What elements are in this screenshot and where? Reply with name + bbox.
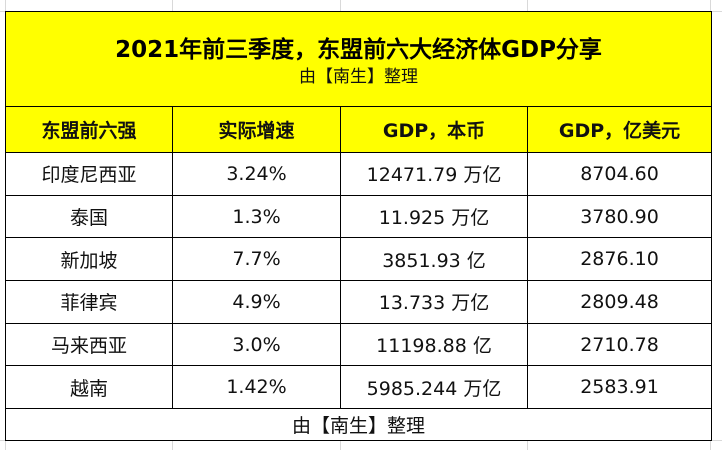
cell-country[interactable]: 越南 [5, 365, 173, 410]
cell-growth[interactable]: 7.7% [172, 237, 341, 282]
cell-growth[interactable]: 4.9% [172, 280, 341, 324]
cell-country[interactable]: 马来西亚 [5, 322, 173, 367]
cell-gdp-usd[interactable]: 3780.90 [526, 194, 713, 239]
cell-country[interactable]: 新加坡 [5, 237, 173, 282]
cell-growth[interactable]: 1.3% [172, 194, 341, 239]
title-cell[interactable]: 2021年前三季度，东盟前六大经济体GDP分享 由【南生】整理 [4, 11, 713, 107]
cell-gdp-local[interactable]: 13.733 万亿 [340, 280, 528, 324]
header-gdp-usd[interactable]: GDP，亿美元 [526, 106, 713, 153]
table-row: 马来西亚 3.0% 11198.88 亿 2710.78 [5, 322, 713, 367]
cell-country[interactable]: 泰国 [5, 194, 173, 239]
header-gdp-local[interactable]: GDP，本币 [340, 106, 528, 153]
table-row: 菲律宾 4.9% 13.733 万亿 2809.48 [5, 280, 713, 324]
cell-gdp-local[interactable]: 11.925 万亿 [340, 194, 528, 239]
cell-growth[interactable]: 3.24% [172, 152, 341, 196]
cell-gdp-usd[interactable]: 2583.91 [526, 365, 713, 410]
cell-country[interactable]: 菲律宾 [5, 280, 173, 324]
header-country[interactable]: 东盟前六强 [5, 106, 173, 153]
table-row: 越南 1.42% 5985.244 万亿 2583.91 [5, 365, 713, 410]
table-row: 印度尼西亚 3.24% 12471.79 万亿 8704.60 [5, 152, 713, 196]
table-title: 2021年前三季度，东盟前六大经济体GDP分享 [115, 37, 602, 63]
cell-growth[interactable]: 1.42% [172, 365, 341, 410]
cell-growth[interactable]: 3.0% [172, 322, 341, 367]
cell-gdp-local[interactable]: 12471.79 万亿 [340, 152, 528, 196]
cell-gdp-usd[interactable]: 2710.78 [526, 322, 713, 367]
footer-credit[interactable]: 由【南生】整理 [4, 408, 713, 442]
cell-gdp-local[interactable]: 5985.244 万亿 [340, 365, 528, 410]
cell-gdp-usd[interactable]: 2809.48 [526, 280, 713, 324]
table-subtitle: 由【南生】整理 [299, 67, 419, 87]
cell-gdp-usd[interactable]: 2876.10 [526, 237, 713, 282]
cell-country[interactable]: 印度尼西亚 [5, 152, 173, 196]
table-row: 泰国 1.3% 11.925 万亿 3780.90 [5, 194, 713, 239]
gdp-table: 2021年前三季度，东盟前六大经济体GDP分享 由【南生】整理 东盟前六强 实际… [4, 11, 713, 442]
cell-gdp-usd[interactable]: 8704.60 [526, 152, 713, 196]
cell-gdp-local[interactable]: 3851.93 亿 [340, 237, 528, 282]
table-row: 新加坡 7.7% 3851.93 亿 2876.10 [5, 237, 713, 282]
header-row: 东盟前六强 实际增速 GDP，本币 GDP，亿美元 [5, 106, 713, 153]
header-growth[interactable]: 实际增速 [172, 106, 341, 153]
cell-gdp-local[interactable]: 11198.88 亿 [340, 322, 528, 367]
